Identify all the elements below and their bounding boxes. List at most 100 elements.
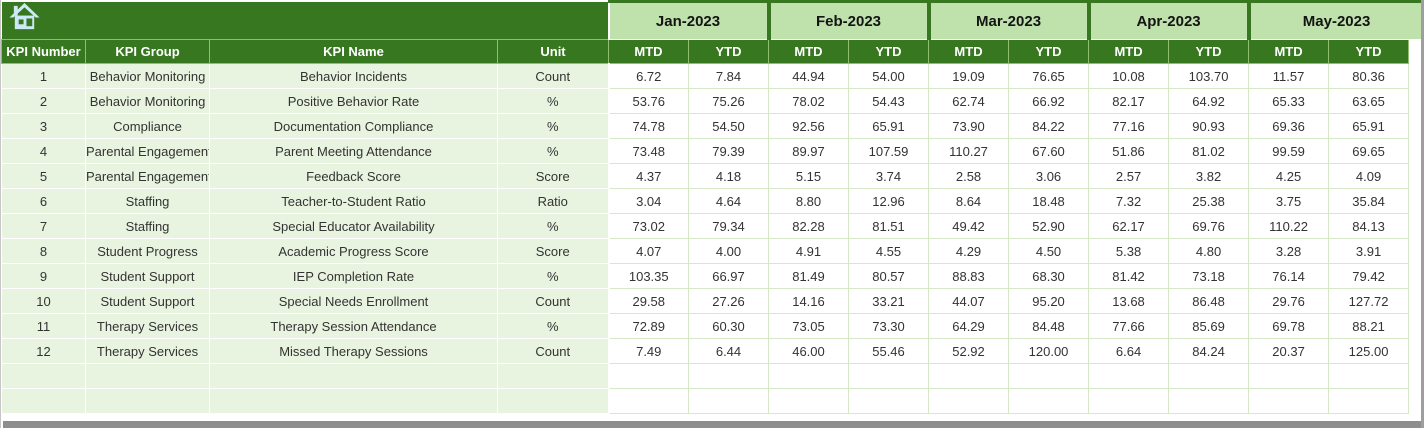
- cell-value[interactable]: 7.84: [688, 63, 769, 89]
- cell-value[interactable]: 11.57: [1248, 63, 1330, 89]
- cell-unit[interactable]: %: [497, 138, 610, 164]
- cell-empty[interactable]: [608, 388, 689, 414]
- cell-value[interactable]: 79.34: [688, 213, 769, 239]
- cell-kpi-number[interactable]: 3: [1, 113, 86, 139]
- cell-empty[interactable]: [497, 363, 610, 389]
- cell-value[interactable]: 74.78: [608, 113, 689, 139]
- cell-value[interactable]: 10.08: [1088, 63, 1170, 89]
- cell-kpi-number[interactable]: 11: [1, 313, 86, 339]
- cell-kpi-group[interactable]: Behavior Monitoring: [85, 63, 210, 89]
- cell-value[interactable]: 3.91: [1328, 238, 1410, 264]
- cell-value[interactable]: 95.20: [1008, 288, 1090, 314]
- cell-empty[interactable]: [928, 388, 1010, 414]
- cell-value[interactable]: 4.25: [1248, 163, 1330, 189]
- cell-value[interactable]: 65.33: [1248, 88, 1330, 114]
- cell-value[interactable]: 7.32: [1088, 188, 1170, 214]
- cell-kpi-number[interactable]: 5: [1, 163, 86, 189]
- month-header[interactable]: Jan-2023: [607, 0, 771, 40]
- cell-value[interactable]: 53.76: [608, 88, 689, 114]
- cell-empty[interactable]: [85, 363, 210, 389]
- cell-value[interactable]: 81.49: [768, 263, 849, 289]
- cell-value[interactable]: 84.24: [1168, 338, 1250, 364]
- cell-value[interactable]: 6.64: [1088, 338, 1170, 364]
- cell-value[interactable]: 18.48: [1008, 188, 1090, 214]
- cell-value[interactable]: 35.84: [1328, 188, 1410, 214]
- cell-value[interactable]: 65.91: [847, 113, 930, 139]
- cell-value[interactable]: 67.60: [1008, 138, 1090, 164]
- cell-empty[interactable]: [1248, 363, 1330, 389]
- cell-value[interactable]: 68.30: [1008, 263, 1090, 289]
- cell-value[interactable]: 3.28: [1248, 238, 1330, 264]
- cell-empty[interactable]: [1168, 388, 1250, 414]
- cell-value[interactable]: 62.74: [928, 88, 1010, 114]
- home-icon[interactable]: [8, 2, 40, 33]
- cell-value[interactable]: 81.51: [847, 213, 930, 239]
- cell-empty[interactable]: [688, 363, 769, 389]
- cell-value[interactable]: 5.38: [1088, 238, 1170, 264]
- cell-unit[interactable]: Count: [497, 288, 610, 314]
- subheader-ytd[interactable]: YTD: [1328, 39, 1410, 64]
- cell-unit[interactable]: Count: [497, 338, 610, 364]
- cell-kpi-number[interactable]: 7: [1, 213, 86, 239]
- cell-value[interactable]: 3.06: [1008, 163, 1090, 189]
- cell-kpi-name[interactable]: Academic Progress Score: [209, 238, 498, 264]
- cell-value[interactable]: 49.42: [928, 213, 1010, 239]
- cell-value[interactable]: 103.35: [608, 263, 689, 289]
- cell-empty[interactable]: [85, 388, 210, 414]
- cell-value[interactable]: 81.42: [1088, 263, 1170, 289]
- cell-empty[interactable]: [1248, 388, 1330, 414]
- cell-kpi-name[interactable]: Positive Behavior Rate: [209, 88, 498, 114]
- cell-empty[interactable]: [497, 388, 610, 414]
- cell-empty[interactable]: [847, 388, 930, 414]
- cell-kpi-group[interactable]: Student Support: [85, 288, 210, 314]
- cell-value[interactable]: 99.59: [1248, 138, 1330, 164]
- month-header[interactable]: Apr-2023: [1086, 0, 1251, 40]
- cell-kpi-name[interactable]: Missed Therapy Sessions: [209, 338, 498, 364]
- cell-unit[interactable]: Score: [497, 163, 610, 189]
- cell-value[interactable]: 80.57: [847, 263, 930, 289]
- cell-value[interactable]: 46.00: [768, 338, 849, 364]
- cell-value[interactable]: 7.49: [608, 338, 689, 364]
- cell-kpi-group[interactable]: Behavior Monitoring: [85, 88, 210, 114]
- cell-value[interactable]: 52.90: [1008, 213, 1090, 239]
- cell-kpi-group[interactable]: Staffing: [85, 213, 210, 239]
- cell-value[interactable]: 3.74: [847, 163, 930, 189]
- cell-value[interactable]: 103.70: [1168, 63, 1250, 89]
- cell-value[interactable]: 66.92: [1008, 88, 1090, 114]
- cell-value[interactable]: 84.48: [1008, 313, 1090, 339]
- subheader-mtd[interactable]: MTD: [608, 39, 689, 64]
- cell-value[interactable]: 29.58: [608, 288, 689, 314]
- cell-value[interactable]: 55.46: [847, 338, 930, 364]
- cell-value[interactable]: 90.93: [1168, 113, 1250, 139]
- cell-value[interactable]: 82.17: [1088, 88, 1170, 114]
- cell-value[interactable]: 73.18: [1168, 263, 1250, 289]
- cell-value[interactable]: 6.44: [688, 338, 769, 364]
- cell-value[interactable]: 13.68: [1088, 288, 1170, 314]
- cell-kpi-name[interactable]: IEP Completion Rate: [209, 263, 498, 289]
- cell-value[interactable]: 62.17: [1088, 213, 1170, 239]
- cell-empty[interactable]: [847, 363, 930, 389]
- cell-value[interactable]: 63.65: [1328, 88, 1410, 114]
- cell-value[interactable]: 44.07: [928, 288, 1010, 314]
- cell-value[interactable]: 4.55: [847, 238, 930, 264]
- cell-kpi-name[interactable]: Feedback Score: [209, 163, 498, 189]
- cell-value[interactable]: 51.86: [1088, 138, 1170, 164]
- cell-value[interactable]: 65.91: [1328, 113, 1410, 139]
- cell-kpi-group[interactable]: Student Support: [85, 263, 210, 289]
- cell-kpi-group[interactable]: Therapy Services: [85, 338, 210, 364]
- col-header-kpi-number[interactable]: KPI Number: [1, 39, 86, 64]
- cell-unit[interactable]: Count: [497, 63, 610, 89]
- cell-kpi-number[interactable]: 6: [1, 188, 86, 214]
- cell-value[interactable]: 54.00: [847, 63, 930, 89]
- cell-value[interactable]: 77.16: [1088, 113, 1170, 139]
- cell-value[interactable]: 69.78: [1248, 313, 1330, 339]
- cell-kpi-group[interactable]: Compliance: [85, 113, 210, 139]
- cell-value[interactable]: 14.16: [768, 288, 849, 314]
- cell-value[interactable]: 3.04: [608, 188, 689, 214]
- cell-value[interactable]: 125.00: [1328, 338, 1410, 364]
- cell-kpi-number[interactable]: 2: [1, 88, 86, 114]
- cell-empty[interactable]: [688, 388, 769, 414]
- subheader-ytd[interactable]: YTD: [847, 39, 930, 64]
- cell-value[interactable]: 29.76: [1248, 288, 1330, 314]
- cell-value[interactable]: 75.26: [688, 88, 769, 114]
